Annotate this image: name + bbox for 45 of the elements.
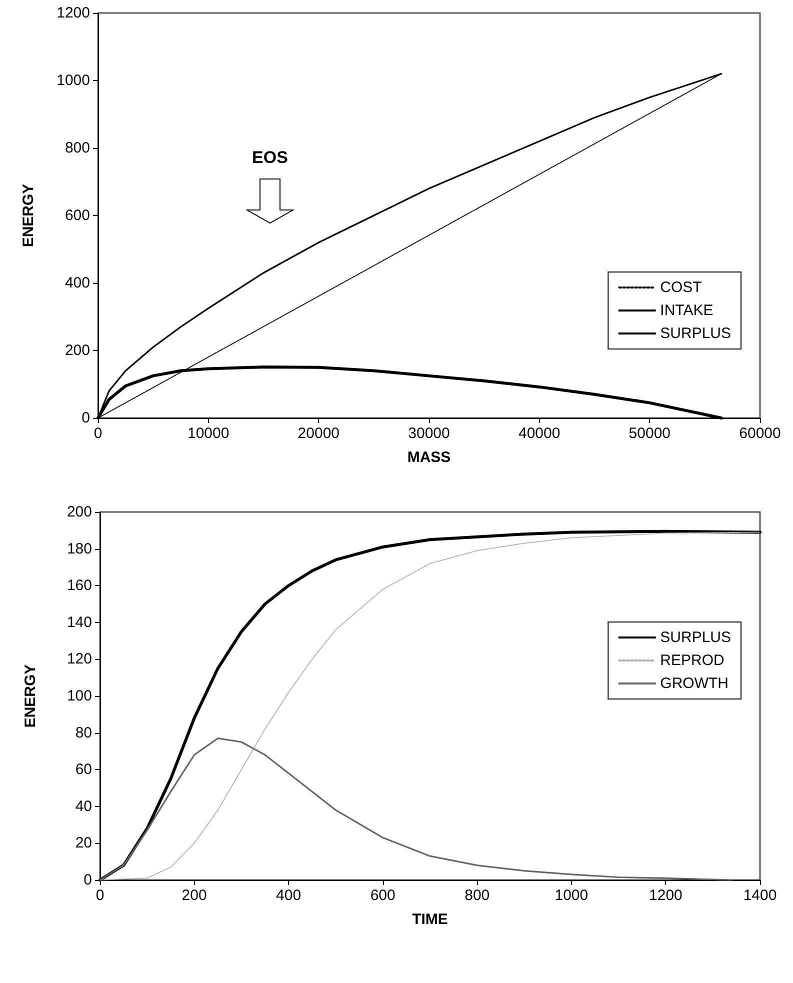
x-tick-label: 60000 [739, 425, 781, 442]
x-tick-label: 20000 [298, 425, 340, 442]
y-tick-label: 80 [75, 724, 92, 742]
legend-label: SURPLUS [660, 629, 732, 646]
legend-label: INTAKE [660, 302, 714, 319]
legend-label: COST [660, 279, 702, 296]
x-tick-label: 40000 [518, 425, 560, 442]
x-tick-label: 50000 [628, 425, 671, 442]
x-tick-label: 10000 [187, 425, 230, 442]
x-tick-label: 1000 [554, 887, 588, 904]
y-tick-label: 20 [75, 834, 92, 852]
legend-label: SURPLUS [660, 325, 732, 342]
y-tick-label: 180 [66, 540, 92, 558]
y-axis-title: ENERGY [22, 664, 39, 728]
y-tick-label: 40 [75, 798, 92, 815]
x-tick-label: 0 [94, 425, 102, 442]
y-tick-label: 400 [64, 274, 90, 292]
y-axis-title: ENERGY [20, 184, 37, 248]
x-tick-label: 600 [370, 887, 396, 904]
legend-label: GROWTH [660, 675, 728, 692]
y-tick-label: 1200 [56, 4, 90, 22]
y-tick-label: 140 [66, 614, 92, 631]
x-tick-label: 200 [182, 887, 207, 904]
x-axis-title: MASS [407, 449, 451, 466]
y-tick-label: 100 [66, 688, 92, 704]
x-tick-label: 30000 [408, 425, 450, 442]
y-tick-label: 1000 [56, 72, 90, 89]
y-tick-label: 200 [64, 342, 90, 359]
x-tick-label: 400 [276, 887, 302, 904]
x-axis-title: TIME [412, 911, 448, 928]
y-tick-label: 120 [66, 650, 92, 668]
y-tick-label: 160 [66, 577, 92, 594]
x-tick-label: 800 [464, 887, 490, 904]
line-series [99, 738, 733, 881]
y-tick-label: 60 [75, 761, 92, 778]
annotation: EOS [251, 148, 289, 168]
x-tick-label: 1400 [743, 887, 777, 904]
x-tick-label: 1200 [649, 887, 682, 904]
y-tick-label: 0 [82, 410, 90, 426]
x-tick-label: 0 [96, 887, 104, 904]
y-tick-label: 200 [66, 504, 92, 520]
y-tick-label: 800 [64, 140, 90, 156]
y-tick-label: 600 [64, 207, 90, 224]
y-tick-label: 0 [84, 872, 92, 888]
legend-label: REPROD [660, 652, 724, 669]
